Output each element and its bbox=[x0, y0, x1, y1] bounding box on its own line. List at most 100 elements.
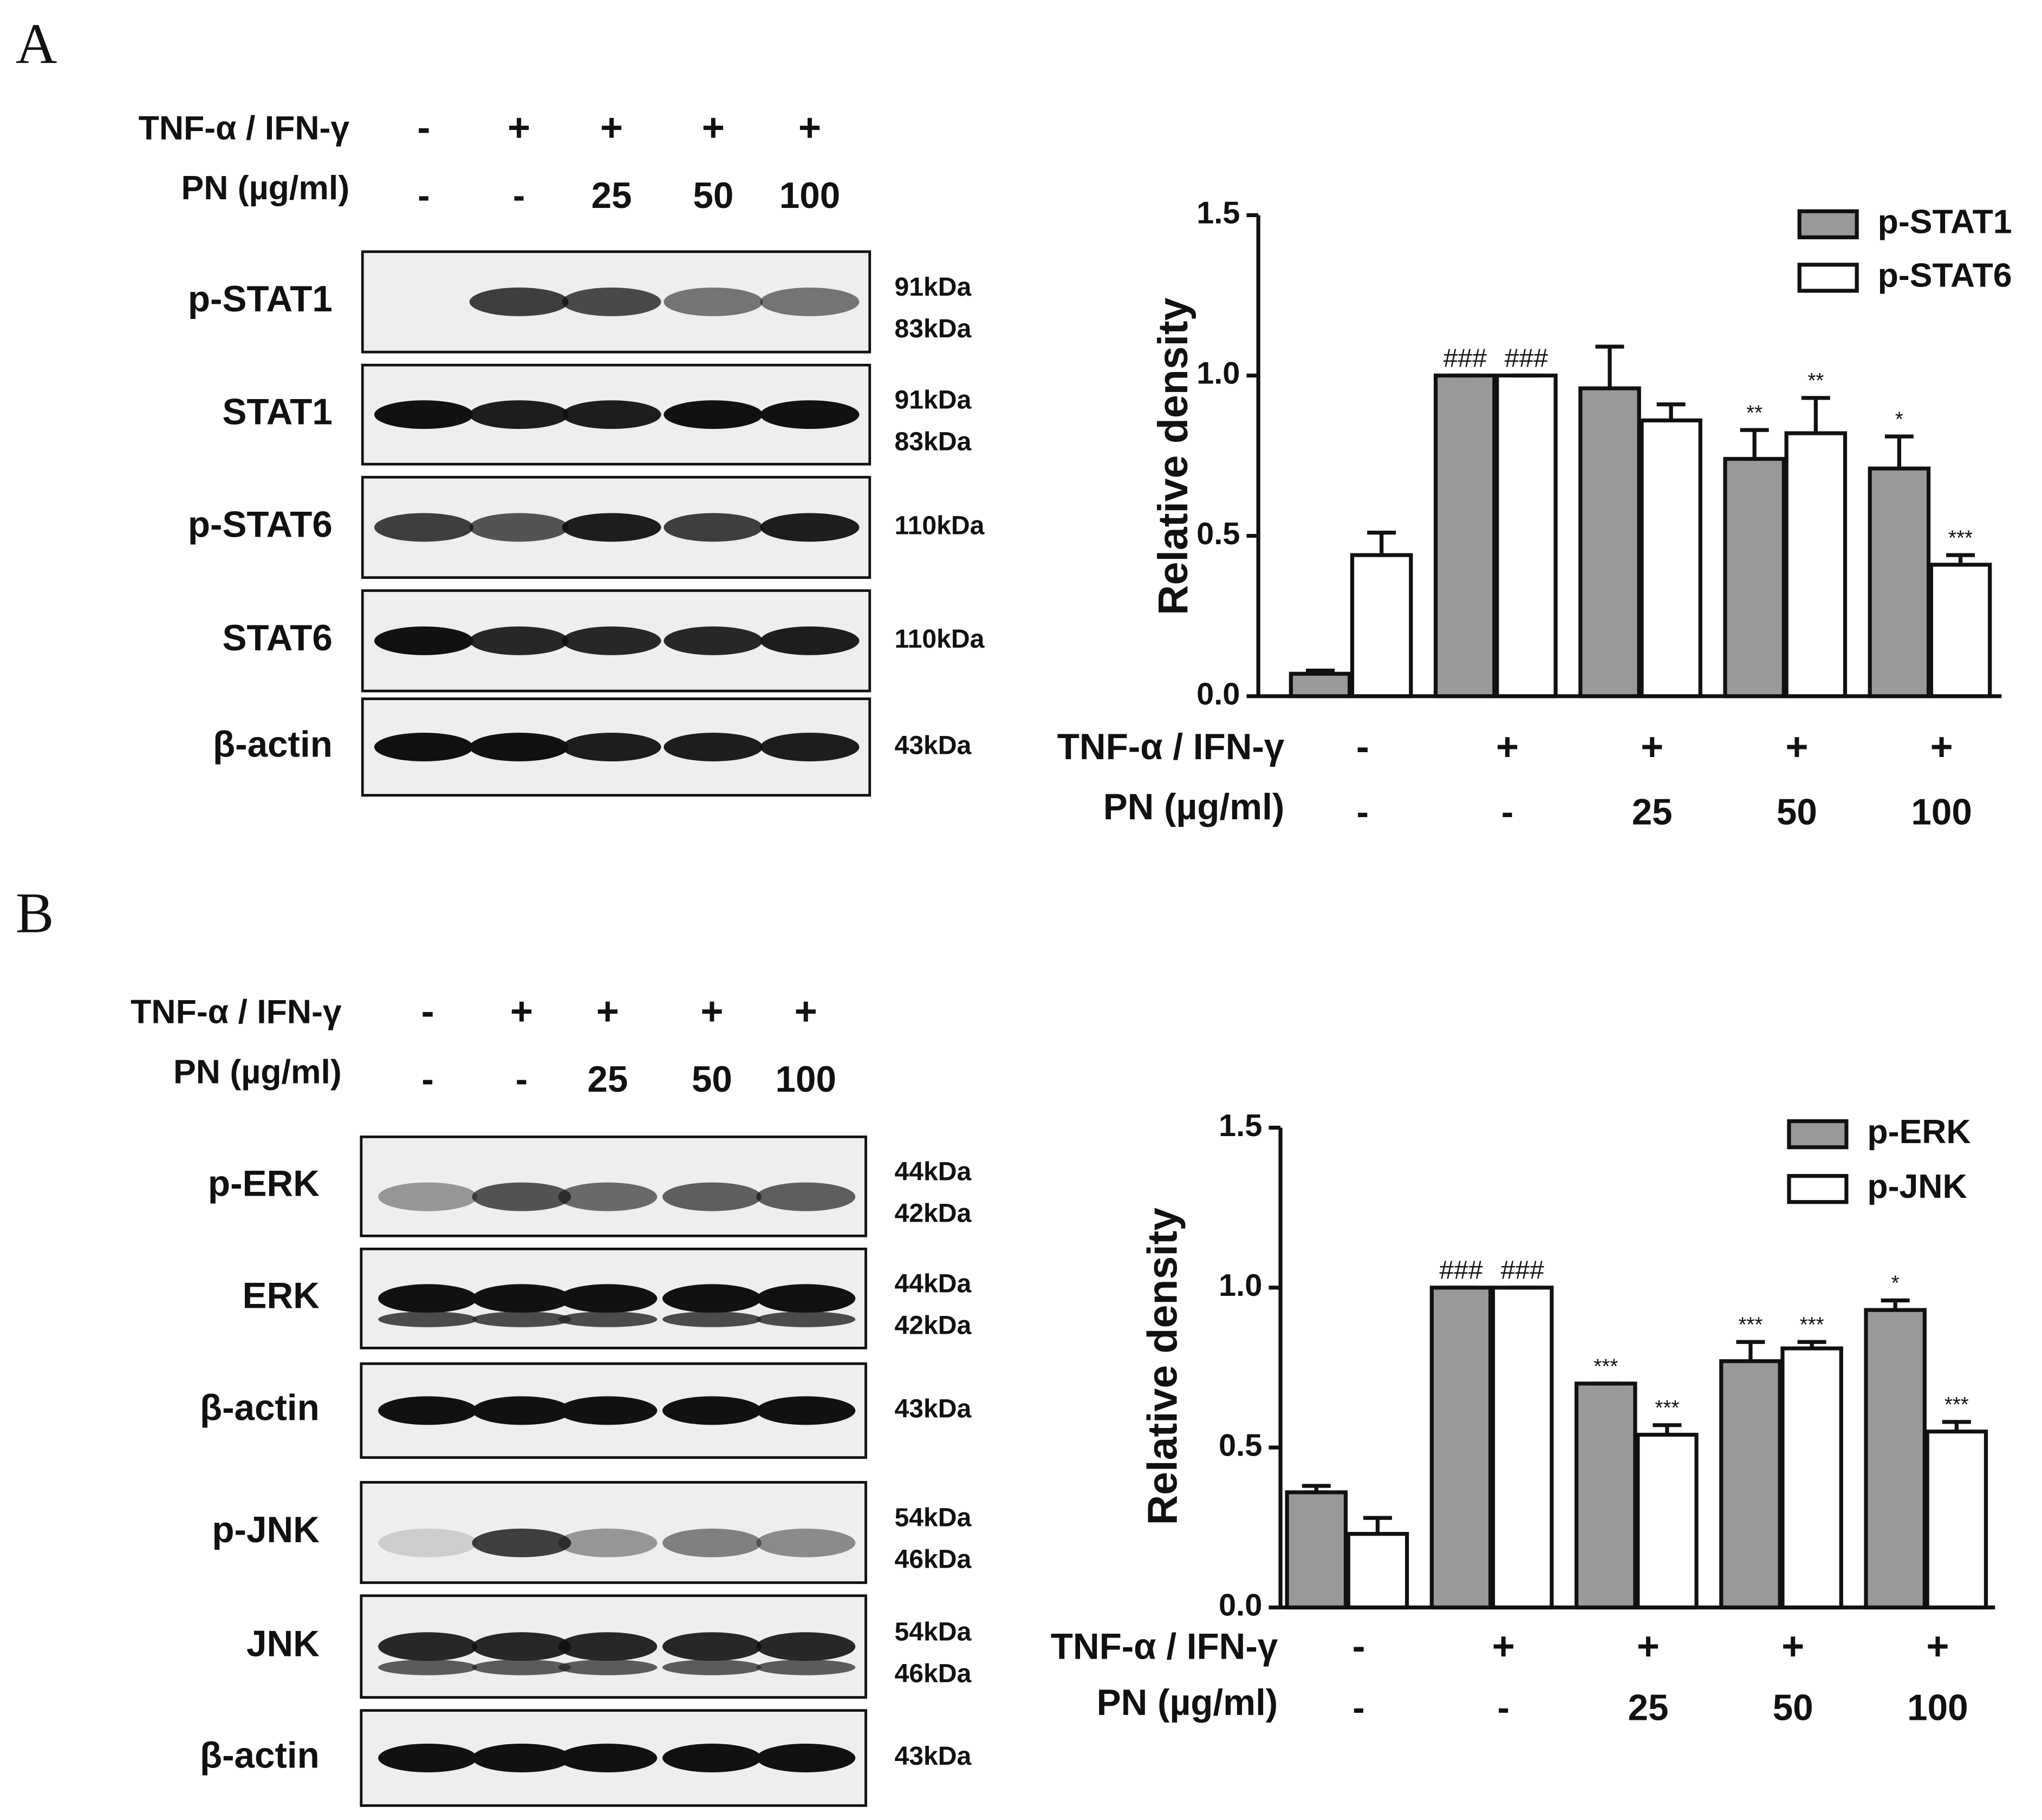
x-tick-label: 100 bbox=[1907, 1687, 1968, 1728]
blot-band bbox=[664, 733, 763, 762]
blot-band bbox=[374, 733, 473, 762]
x-row-label: TNF-α / IFN-γ bbox=[1057, 727, 1285, 767]
significance-label: *** bbox=[1738, 1314, 1763, 1337]
blot-band bbox=[756, 1744, 856, 1772]
blot-band bbox=[374, 400, 473, 429]
error-bar bbox=[1942, 1420, 1971, 1432]
error-bar bbox=[1881, 1298, 1910, 1310]
significance-label: *** bbox=[1945, 1393, 1969, 1417]
lane-label: 25 bbox=[591, 175, 632, 216]
x-row-label: TNF-α / IFN-γ bbox=[1051, 1626, 1278, 1667]
blot-band bbox=[664, 287, 763, 316]
blot-band bbox=[662, 1659, 762, 1675]
error-bar bbox=[1801, 396, 1830, 434]
legend-label: p-ERK bbox=[1867, 1113, 1971, 1151]
x-tick-label: - bbox=[1357, 792, 1369, 833]
x-row-label: PN (µg/ml) bbox=[1097, 1682, 1278, 1723]
blot-band bbox=[760, 626, 860, 655]
legend-label: p-STAT1 bbox=[1878, 203, 2012, 241]
bar bbox=[1864, 1308, 1927, 1610]
row-label: TNF-α / IFN-γ bbox=[131, 993, 342, 1031]
x-tick-label: + bbox=[1496, 725, 1519, 768]
legend-swatch bbox=[1787, 1119, 1849, 1150]
blot-band bbox=[558, 1396, 658, 1425]
x-tick-label: - bbox=[1498, 1687, 1510, 1728]
row-label: PN (µg/ml) bbox=[173, 1053, 342, 1091]
blot-band bbox=[378, 1396, 478, 1425]
blot-band bbox=[562, 733, 661, 762]
legend-swatch bbox=[1787, 1174, 1849, 1204]
lane-label: + bbox=[510, 990, 533, 1033]
error-bar bbox=[1946, 553, 1975, 565]
significance-label: * bbox=[1891, 1272, 1900, 1295]
legend-label: p-JNK bbox=[1867, 1167, 1967, 1205]
significance-label: *** bbox=[1594, 1355, 1618, 1378]
x-tick-label: + bbox=[1930, 725, 1953, 768]
bar bbox=[1574, 1381, 1637, 1610]
blot-label: p-JNK bbox=[212, 1510, 320, 1550]
error-bar bbox=[1884, 434, 1914, 469]
bar bbox=[1289, 671, 1352, 699]
y-tick-label: 0.0 bbox=[1196, 677, 1240, 712]
bar bbox=[1929, 563, 1992, 699]
blot-band bbox=[472, 1311, 571, 1327]
blot-band bbox=[662, 1311, 762, 1327]
panel-label: A bbox=[16, 12, 57, 75]
lane-label: + bbox=[508, 106, 530, 149]
x-tick-label: - bbox=[1356, 725, 1369, 768]
error-bar bbox=[1653, 1423, 1682, 1435]
blot-label: p-STAT1 bbox=[188, 279, 333, 319]
kda-label: 43kDa bbox=[894, 1741, 972, 1771]
significance-label: *** bbox=[1655, 1397, 1679, 1420]
blot-band bbox=[472, 1528, 571, 1557]
blot-band bbox=[558, 1528, 658, 1557]
lane-label: 100 bbox=[779, 175, 840, 216]
error-bar bbox=[1656, 402, 1686, 421]
bar bbox=[1723, 456, 1786, 699]
significance-label: * bbox=[1895, 408, 1903, 431]
x-tick-label: 50 bbox=[1773, 1687, 1813, 1728]
error-bar bbox=[1740, 428, 1769, 459]
legend-swatch bbox=[1797, 209, 1859, 239]
blot-band bbox=[469, 400, 569, 429]
y-tick-label: 0.0 bbox=[1219, 1588, 1262, 1623]
blot-band bbox=[760, 733, 860, 762]
kda-label: 54kDa bbox=[894, 1617, 972, 1646]
lane-label: + bbox=[600, 106, 623, 149]
lane-label: - bbox=[418, 175, 430, 216]
lane-label: + bbox=[596, 990, 619, 1033]
blot bbox=[360, 1480, 867, 1584]
kda-label: 91kDa bbox=[894, 272, 972, 302]
y-tick-label: 0.5 bbox=[1196, 517, 1240, 551]
x-tick-label: + bbox=[1492, 1625, 1515, 1668]
bar bbox=[1925, 1430, 1988, 1610]
blot-band bbox=[664, 626, 763, 655]
error-bar bbox=[1736, 1340, 1765, 1361]
bar bbox=[1578, 386, 1641, 699]
blot-band bbox=[662, 1632, 762, 1661]
blot-band bbox=[378, 1182, 478, 1211]
blot-band bbox=[562, 513, 661, 542]
blot-band bbox=[760, 400, 860, 429]
lane-label: - bbox=[421, 990, 434, 1033]
y-tick-label: 1.5 bbox=[1219, 1108, 1262, 1143]
significance-label: ### bbox=[1500, 1256, 1544, 1285]
legend-swatch bbox=[1797, 263, 1859, 293]
blot-label: β-actin bbox=[200, 1388, 320, 1428]
row-label: TNF-α / IFN-γ bbox=[139, 109, 350, 147]
blot-band bbox=[760, 513, 860, 542]
significance-label: ** bbox=[1807, 369, 1824, 393]
blot-band bbox=[756, 1659, 856, 1675]
lane-label: - bbox=[421, 1059, 433, 1100]
error-bar bbox=[1363, 1516, 1392, 1534]
lane-label: 50 bbox=[692, 1059, 732, 1100]
lane-label: - bbox=[513, 175, 525, 216]
y-axis-label: Relative density bbox=[1150, 297, 1196, 615]
y-tick-label: 1.0 bbox=[1196, 356, 1240, 391]
lane-label: 25 bbox=[587, 1059, 628, 1100]
x-tick-label: 100 bbox=[1911, 792, 1972, 833]
bar bbox=[1784, 431, 1848, 699]
blot-band bbox=[378, 1659, 478, 1675]
x-tick-label: + bbox=[1785, 725, 1808, 768]
